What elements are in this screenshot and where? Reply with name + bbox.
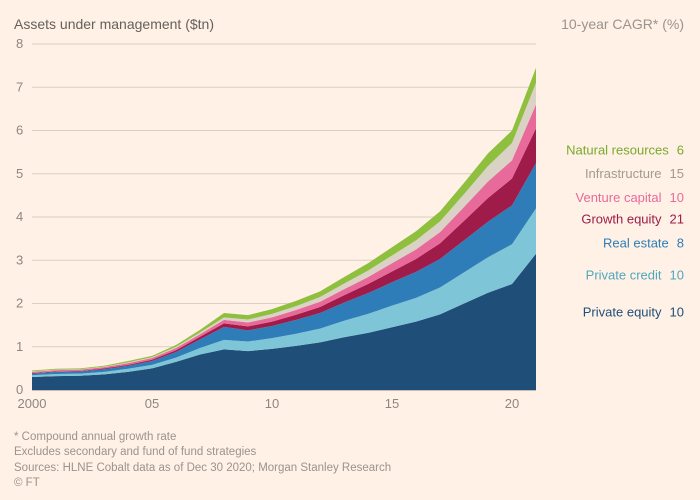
y-tick-label: 3 [16, 252, 23, 267]
y-tick-label: 1 [16, 339, 23, 354]
right-header: 10-year CAGR* (%) [561, 16, 684, 32]
legend-value-natural_resources: 6 [677, 142, 684, 157]
legend-value-growth_equity: 21 [670, 211, 684, 226]
legend-value-real_estate: 8 [677, 235, 684, 250]
y-tick-label: 2 [16, 296, 23, 311]
footnote-cagr: * Compound annual growth rate [14, 430, 391, 446]
legend-value-infrastructure: 15 [670, 166, 684, 181]
legend-label-venture_capital: Venture capital [576, 190, 662, 205]
x-tick-label: 2000 [18, 396, 47, 411]
legend-label-private_credit: Private credit [586, 268, 662, 283]
chart-container: Assets under management ($tn) 10-year CA… [0, 0, 700, 500]
x-tick-label: 10 [265, 396, 279, 411]
footnote-copyright: © FT [14, 476, 391, 492]
chart-svg: 0 1 2 3 4 5 6 7 8 2000 05 10 15 20 10 Private equity 10 P… [14, 38, 686, 416]
legend-value-private_equity: 10 [670, 304, 684, 319]
y-tick-label: 8 [16, 38, 23, 51]
x-tick-label: 20 [505, 396, 519, 411]
y-tick-label: 0 [16, 382, 23, 397]
legend-label-real_estate: Real estate [603, 235, 669, 250]
legend-label-growth_equity: Growth equity [581, 211, 662, 226]
legend-label-natural_resources: Natural resources [566, 142, 669, 157]
footnote-sources: Sources: HLNE Cobalt data as of Dec 30 2… [14, 461, 391, 477]
y-tick-label: 6 [16, 123, 23, 138]
legend-value-private_credit: 10 [670, 268, 684, 283]
y-tick-label: 4 [16, 209, 23, 224]
y-tick-label: 5 [16, 166, 23, 181]
chart-plot-area: 0 1 2 3 4 5 6 7 8 2000 05 10 15 20 10 Private equity 10 P… [14, 38, 686, 416]
legend-label-private_equity: Private equity [583, 304, 662, 319]
y-tick-label: 7 [16, 79, 23, 94]
x-tick-label: 05 [145, 396, 159, 411]
x-tick-label: 15 [385, 396, 399, 411]
legend-value-venture_capital: 10 [670, 190, 684, 205]
chart-footer: * Compound annual growth rate Excludes s… [14, 430, 391, 492]
legend-label-infrastructure: Infrastructure [585, 166, 662, 181]
footnote-excludes: Excludes secondary and fund of fund stra… [14, 445, 391, 461]
